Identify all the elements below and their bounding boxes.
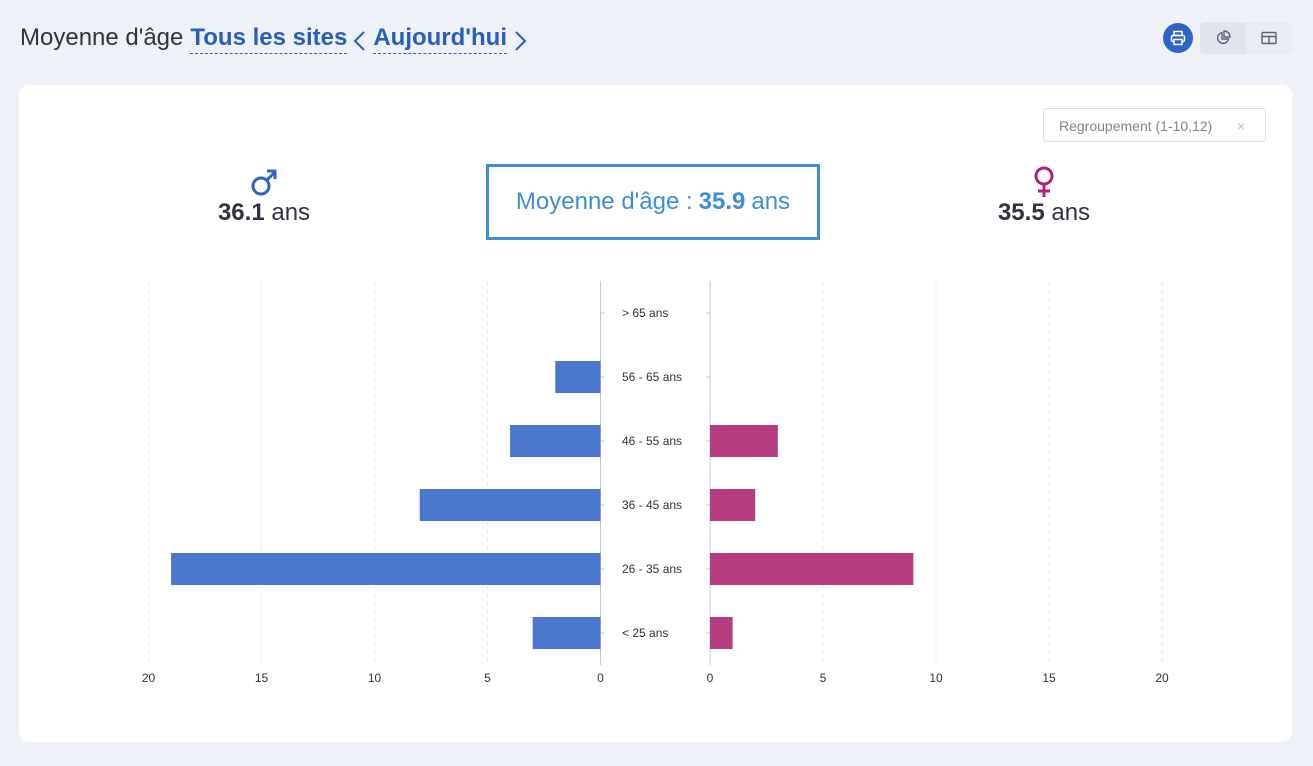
- bar-female: [710, 489, 756, 521]
- view-toolbar: [1163, 22, 1292, 54]
- category-label: 46 - 55 ans: [622, 434, 682, 448]
- table-view-button[interactable]: [1246, 22, 1292, 54]
- category-label: 56 - 65 ans: [622, 370, 682, 384]
- bar-male: [419, 489, 601, 521]
- pie-chart-icon: [1216, 30, 1231, 45]
- x-tick-label-female: 0: [707, 671, 714, 685]
- bar-male: [532, 617, 601, 649]
- category-label: < 25 ans: [622, 626, 668, 640]
- x-tick-label-female: 5: [820, 671, 827, 685]
- x-tick-label-female: 20: [1155, 671, 1169, 685]
- x-tick-label-male: 20: [142, 671, 156, 685]
- grouping-select[interactable]: Regroupement (1-10,12) ×: [1043, 108, 1266, 142]
- category-label: > 65 ans: [622, 306, 668, 320]
- male-symbol-icon: [154, 165, 374, 199]
- x-tick-label-female: 15: [1042, 671, 1056, 685]
- average-age-unit: ans: [751, 188, 791, 215]
- bar-female: [710, 617, 733, 649]
- printer-icon: [1170, 30, 1186, 46]
- chart-view-button[interactable]: [1200, 22, 1246, 54]
- male-average-number: 36.1: [217, 199, 265, 226]
- next-period-chevron-icon[interactable]: [511, 30, 529, 52]
- table-icon: [1261, 31, 1277, 45]
- clear-icon[interactable]: ×: [1236, 118, 1245, 134]
- age-pyramid-chart: 0 5 10 15 20 0 5 10 15 20 > 65 ans 56 - 65 ans 46 - …: [142, 281, 1169, 685]
- female-average: 35.5 ans: [934, 165, 1154, 227]
- bar-female: [710, 425, 778, 457]
- x-tick-label-male: 5: [484, 671, 491, 685]
- bar-female: [710, 553, 914, 585]
- female-symbol-icon: [934, 165, 1154, 199]
- print-button[interactable]: [1163, 23, 1193, 53]
- bar-male: [510, 425, 601, 457]
- category-label: 26 - 35 ans: [622, 562, 682, 576]
- average-age-box: Moyenne d'âge : 35.9 ans: [486, 164, 820, 240]
- grouping-select-value: Regroupement (1-10,12): [1059, 118, 1213, 134]
- view-mode-group: [1200, 22, 1292, 54]
- male-average-unit: ans: [271, 199, 311, 226]
- average-age-number: 35.9: [698, 188, 746, 215]
- bar-male: [555, 361, 601, 393]
- category-label: 36 - 45 ans: [622, 498, 682, 512]
- period-selector-link[interactable]: Aujourd'hui: [373, 24, 508, 54]
- female-average-number: 35.5: [997, 199, 1045, 226]
- page-header: Moyenne d'âge Tous les sites Aujourd'hui: [20, 24, 533, 58]
- x-tick-label-male: 15: [255, 671, 269, 685]
- x-tick-label-female: 10: [929, 671, 943, 685]
- previous-period-chevron-icon[interactable]: [351, 30, 369, 52]
- male-average: 36.1 ans: [154, 165, 374, 227]
- x-tick-label-male: 0: [597, 671, 604, 685]
- male-average-value: 36.1 ans: [154, 199, 374, 227]
- page-title: Moyenne d'âge: [20, 24, 184, 51]
- female-average-unit: ans: [1051, 199, 1091, 226]
- chart-card: Regroupement (1-10,12) × 36.1 ans Moyenn…: [19, 85, 1292, 742]
- bar-male: [171, 553, 601, 585]
- female-average-value: 35.5 ans: [934, 199, 1154, 227]
- x-tick-label-male: 10: [368, 671, 382, 685]
- average-age-label: Moyenne d'âge :: [515, 188, 693, 215]
- site-selector-link[interactable]: Tous les sites: [190, 24, 348, 54]
